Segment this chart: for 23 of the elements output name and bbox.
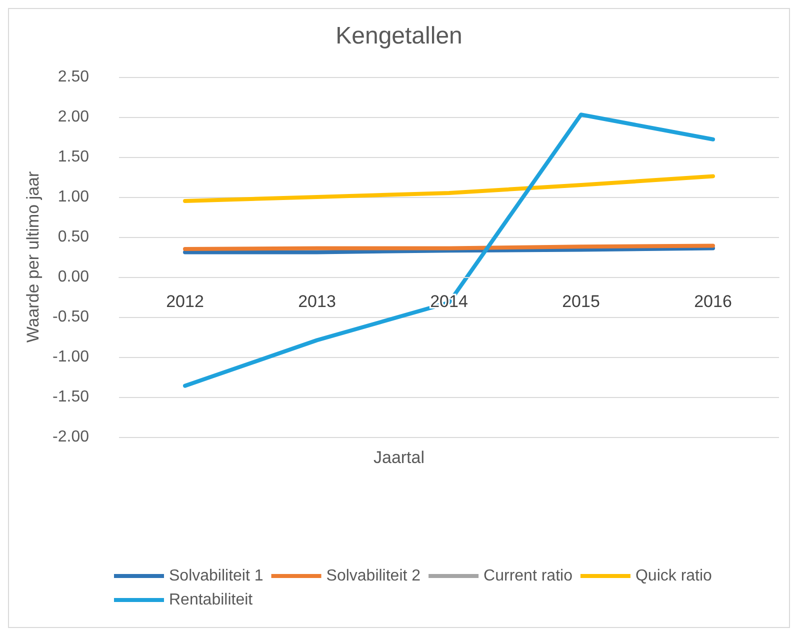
x-tick-label: 2012: [166, 292, 204, 311]
x-tick-label: 2015: [562, 292, 600, 311]
y-tick-label: -0.50: [52, 308, 90, 326]
legend-label: Solvabiliteit 2: [326, 568, 421, 584]
x-axis-title: Jaartal: [373, 448, 425, 467]
legend-label: Rentabiliteit: [169, 592, 254, 608]
y-tick-label: -1.00: [52, 348, 90, 366]
legend-label: Current ratio: [484, 568, 573, 584]
y-tick-label: 2.50: [58, 68, 90, 86]
y-tick-label: 0.00: [58, 268, 90, 286]
legend-label: Solvabiliteit 1: [169, 568, 264, 584]
line-series: [183, 174, 715, 203]
chart-title: Kengetallen: [336, 22, 462, 50]
x-tick-label: 2013: [298, 292, 336, 311]
y-tick-label: -2.00: [52, 428, 90, 446]
y-tick-label: 1.50: [58, 148, 90, 166]
y-tick-label: 2.00: [58, 108, 90, 126]
y-axis-title: Waarde per ultimo jaar: [24, 170, 43, 343]
legend-label: Quick ratio: [635, 568, 712, 584]
x-tick-label: 2016: [694, 292, 732, 311]
y-tick-label: 0.50: [58, 228, 90, 246]
y-tick-label: -1.50: [52, 388, 90, 406]
y-tick-label: 1.00: [58, 188, 90, 206]
